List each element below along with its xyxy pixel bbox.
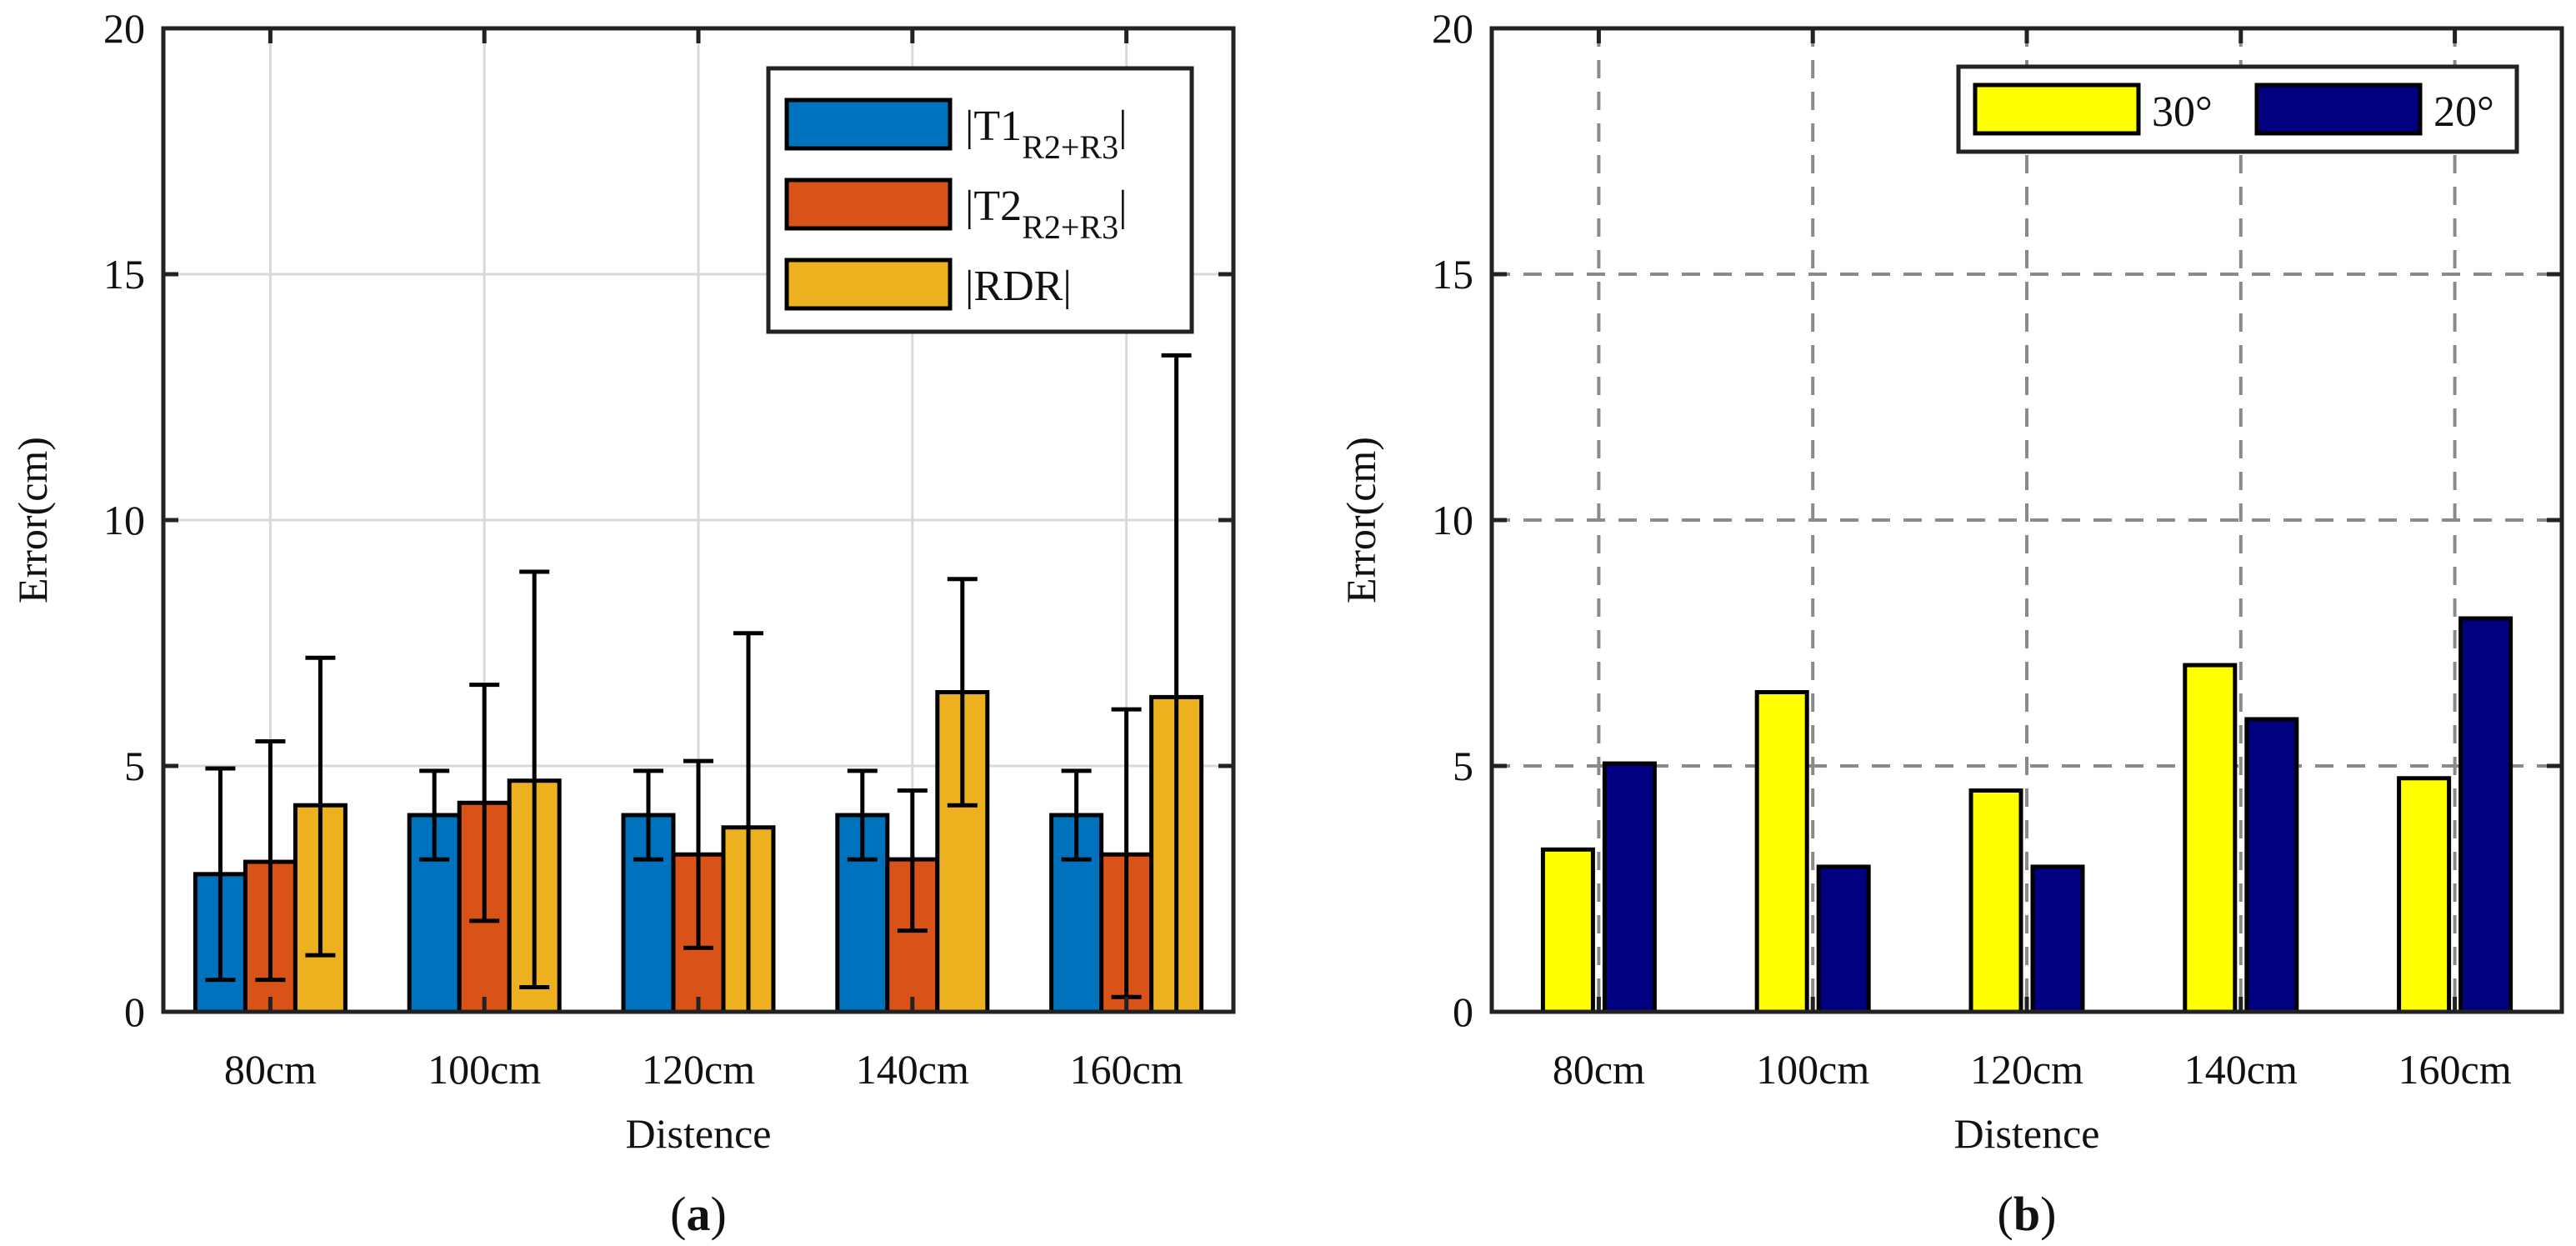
x-tick-label: 100cm (1756, 1046, 1869, 1093)
legend-swatch (784, 178, 953, 231)
series-1 (193, 766, 1104, 1014)
bar (1816, 864, 1871, 1014)
x-tick-label: 120cm (642, 1046, 755, 1093)
legend-label: |RDR| (965, 263, 1072, 310)
legend-label-main: |T1 (965, 103, 1022, 150)
legend-label-close: | (1118, 183, 1127, 230)
y-tick-label: 20 (103, 5, 145, 52)
legend-label-close: | (1118, 103, 1127, 150)
caption-letter: b (2013, 1187, 2040, 1241)
error-bar (897, 788, 928, 933)
error-bar (847, 768, 878, 862)
legend-label: |T2R2+R3| (965, 183, 1128, 246)
chart-panel-a: 0 5 10 15 20 80cm 100cm 120cm 140cm 160cm Distence… (9, 5, 1236, 1241)
caption-close: ) (711, 1187, 727, 1241)
x-tick-label: 80cm (1553, 1046, 1645, 1093)
legend: 30° 20° (1956, 64, 2519, 154)
bar (2030, 864, 2085, 1014)
error-bar (683, 758, 713, 950)
bar (2458, 616, 2513, 1014)
bar (1602, 761, 1657, 1014)
error-bar (419, 768, 450, 862)
legend-label: 30° (2152, 88, 2213, 136)
series-3 (293, 353, 1204, 1014)
x-tick-label: 160cm (2398, 1046, 2512, 1093)
x-axis-label: Distence (626, 1110, 772, 1157)
legend-label-main: |RDR| (965, 263, 1072, 310)
y-tick-label: 15 (1432, 251, 1473, 298)
legend-swatch (2254, 83, 2423, 136)
bars (193, 353, 1204, 1014)
y-tick-label: 15 (103, 251, 145, 298)
chart-panel-b: 0 5 10 15 20 80cm 100cm 120cm 140cm 160cm Distence… (1338, 5, 2564, 1241)
panel-caption: (b) (1998, 1187, 2057, 1241)
y-axis-label: Error(cm) (1338, 437, 1384, 603)
legend-label-subscript: R2+R3 (1022, 128, 1118, 166)
y-tick-label: 5 (1453, 743, 1473, 789)
bar (1540, 847, 1595, 1014)
error-bar (469, 683, 500, 923)
legend-swatch (784, 98, 953, 151)
y-tick-label: 10 (1432, 497, 1473, 543)
bar (1754, 690, 1809, 1014)
series-2 (1602, 616, 2513, 1014)
legend: |T1R2+R3||T2R2+R3||RDR| (766, 66, 1194, 334)
error-bar (255, 739, 286, 983)
y-tick-label: 0 (1453, 988, 1473, 1035)
x-axis-label: Distence (1954, 1110, 2100, 1157)
error-bar (205, 766, 236, 983)
x-tick-label: 140cm (856, 1046, 969, 1093)
x-tick-label: 120cm (1970, 1046, 2083, 1093)
panel-caption: (a) (670, 1187, 727, 1241)
series-1 (1540, 663, 2452, 1014)
y-tick-label: 10 (103, 497, 145, 543)
legend-swatch (784, 258, 953, 311)
grid (1492, 28, 2562, 1012)
bar (2244, 717, 2299, 1014)
y-tick-label: 5 (124, 743, 145, 789)
error-bar (519, 569, 550, 989)
caption-close: ) (2040, 1187, 2056, 1241)
error-bar (633, 768, 663, 862)
error-bar (305, 655, 336, 958)
y-tick-label: 20 (1432, 5, 1473, 52)
error-bar (947, 577, 978, 808)
legend-label-main: |T2 (965, 183, 1022, 230)
caption-open: ( (670, 1187, 686, 1241)
legend-swatch (1973, 83, 2141, 136)
legend-label: |T1R2+R3| (965, 103, 1128, 166)
legend-label: 20° (2433, 88, 2494, 136)
axes (1489, 26, 2564, 1014)
caption-letter: a (687, 1187, 711, 1241)
error-bar (1061, 768, 1092, 862)
x-tick-label: 100cm (428, 1046, 541, 1093)
x-tick-label: 140cm (2184, 1046, 2298, 1093)
x-tick-label: 80cm (224, 1046, 317, 1093)
x-tick-label: 160cm (1070, 1046, 1183, 1093)
y-tick-label: 0 (124, 988, 145, 1035)
bar (1968, 788, 2023, 1014)
caption-open: ( (1998, 1187, 2013, 1241)
bar (2183, 663, 2238, 1014)
bar (2397, 776, 2452, 1014)
legend-label-subscript: R2+R3 (1022, 208, 1118, 246)
y-axis-label: Error(cm) (9, 437, 56, 603)
axes (161, 26, 1236, 1014)
